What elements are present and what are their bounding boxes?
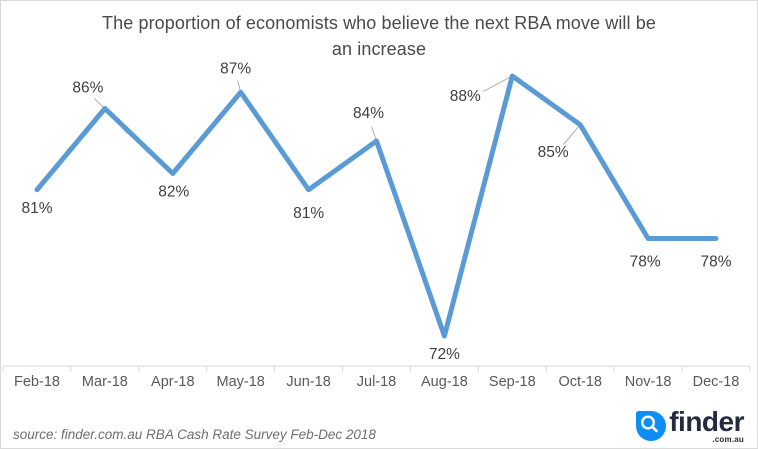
data-label-leader-line: [482, 75, 513, 92]
source-note: source: finder.com.au RBA Cash Rate Surv…: [13, 427, 376, 442]
data-label-leader-line: [563, 124, 581, 145]
x-axis-label: Oct-18: [558, 374, 602, 390]
data-label: 86%: [72, 80, 103, 97]
x-axis-label: Jun-18: [286, 374, 330, 390]
x-axis-label: Nov-18: [625, 374, 672, 390]
chart-title-line-2: an increase: [331, 39, 427, 59]
finder-logo: finder .com.au: [636, 406, 744, 444]
finder-wordmark: finder .com.au: [669, 406, 744, 444]
data-label: 82%: [158, 184, 189, 201]
data-label: 87%: [220, 60, 251, 77]
x-axis-label: Mar-18: [82, 374, 128, 390]
data-label-leader-line: [371, 126, 377, 142]
finder-brand-text: finder: [669, 406, 744, 437]
magnifier-glyph: [641, 415, 659, 433]
magnifier-bubble-icon: [636, 411, 667, 441]
data-label: 81%: [21, 200, 52, 217]
data-label: 81%: [293, 205, 324, 222]
data-label: 78%: [630, 254, 661, 271]
chart-title-line-1: The proportion of economists who believe…: [102, 13, 656, 33]
data-label: 85%: [538, 144, 569, 161]
x-axis-label: Apr-18: [151, 374, 195, 390]
x-axis-label: Feb-18: [14, 374, 60, 390]
data-label: 72%: [429, 346, 460, 363]
data-label: 78%: [700, 254, 731, 271]
x-axis-label: Aug-18: [421, 374, 468, 390]
data-label: 88%: [450, 88, 481, 105]
x-axis-label: Jul-18: [357, 374, 397, 390]
finder-suffix-text: .com.au: [712, 435, 744, 444]
x-axis-label: Sep-18: [489, 374, 536, 390]
chart-title: The proportion of economists who believe…: [1, 10, 757, 62]
data-series-line: [34, 73, 719, 339]
x-axis-label: Dec-18: [693, 374, 740, 390]
data-label: 84%: [353, 105, 384, 122]
x-axis-label: May-18: [217, 374, 265, 390]
